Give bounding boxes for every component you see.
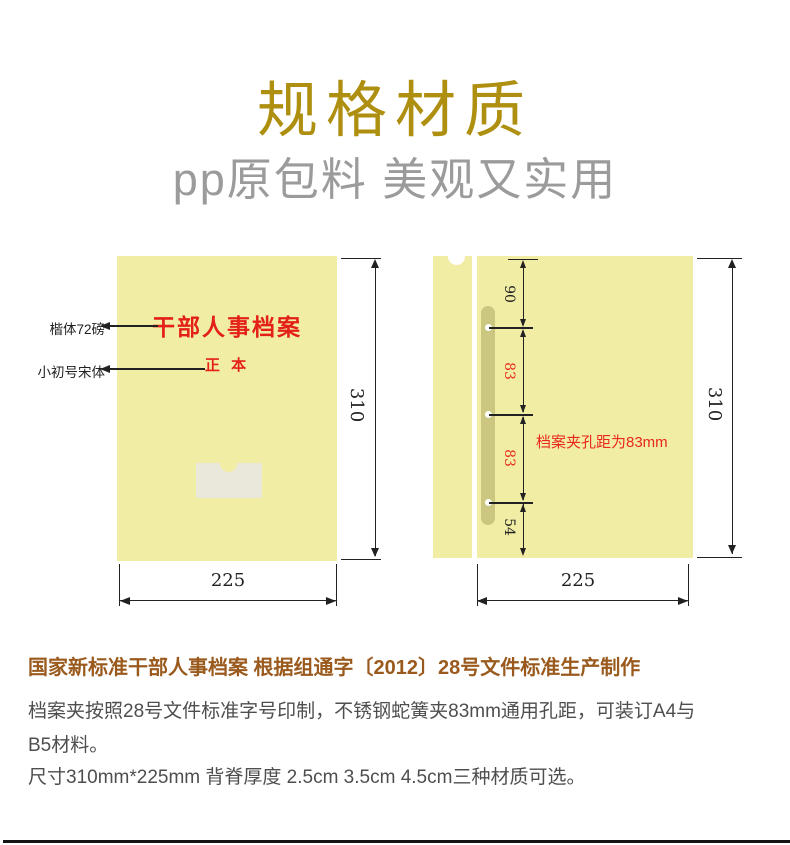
- spec-line-2: B5材料。: [28, 735, 109, 756]
- hole-distance-note: 档案夹孔距为83mm: [536, 434, 668, 451]
- annotation-arrow-line: [108, 325, 158, 327]
- segment-83-lower-label: 83: [501, 449, 517, 467]
- bottom-divider: [3, 840, 790, 843]
- spine-notch: [448, 248, 465, 265]
- hole-tick: [489, 327, 533, 329]
- hole-tick: [489, 414, 533, 416]
- folder-spine: [433, 256, 472, 558]
- width-dim-label: 225: [560, 569, 596, 591]
- punch-hole: [485, 411, 492, 418]
- annotation-arrowhead: [100, 322, 110, 330]
- spec-line-3: 尺寸310mm*225mm 背脊厚度 2.5cm 3.5cm 4.5cm三种材质…: [28, 767, 586, 788]
- punch-hole: [485, 324, 492, 331]
- height-dim-label: 310: [346, 387, 368, 423]
- segment-90-label: 90: [501, 285, 517, 303]
- cover-title-text: 干部人事档案: [152, 314, 302, 341]
- cover-stamp-text: 正 本: [204, 356, 250, 374]
- page-subtitle: pp原包料 美观又实用: [172, 154, 618, 205]
- annotation-arrow-line: [108, 368, 205, 370]
- font-annotation-stamp: 小初号宋体: [37, 365, 106, 380]
- segment-54-label: 54: [501, 518, 517, 536]
- width-dim-label: 225: [210, 569, 246, 591]
- height-dim-label: 310: [704, 386, 726, 422]
- spec-line-1: 档案夹按照28号文件标准字号印制，不锈钢蛇簧夹83mm通用孔距，可装订A4与: [28, 701, 696, 722]
- top-tick: [508, 259, 538, 260]
- annotation-arrowhead: [100, 365, 110, 373]
- font-annotation-title: 楷体72磅: [49, 322, 105, 337]
- segment-83-upper-label: 83: [501, 362, 517, 380]
- folder-inner: [477, 256, 693, 558]
- punch-hole: [485, 499, 492, 506]
- spec-heading: 国家新标准干部人事档案 根据组通字〔2012〕28号文件标准生产制作: [28, 657, 641, 679]
- folder-cover: [117, 256, 337, 561]
- pocket-notch: [220, 455, 237, 472]
- page-title: 规格材质: [256, 76, 533, 144]
- hole-tick: [489, 502, 533, 504]
